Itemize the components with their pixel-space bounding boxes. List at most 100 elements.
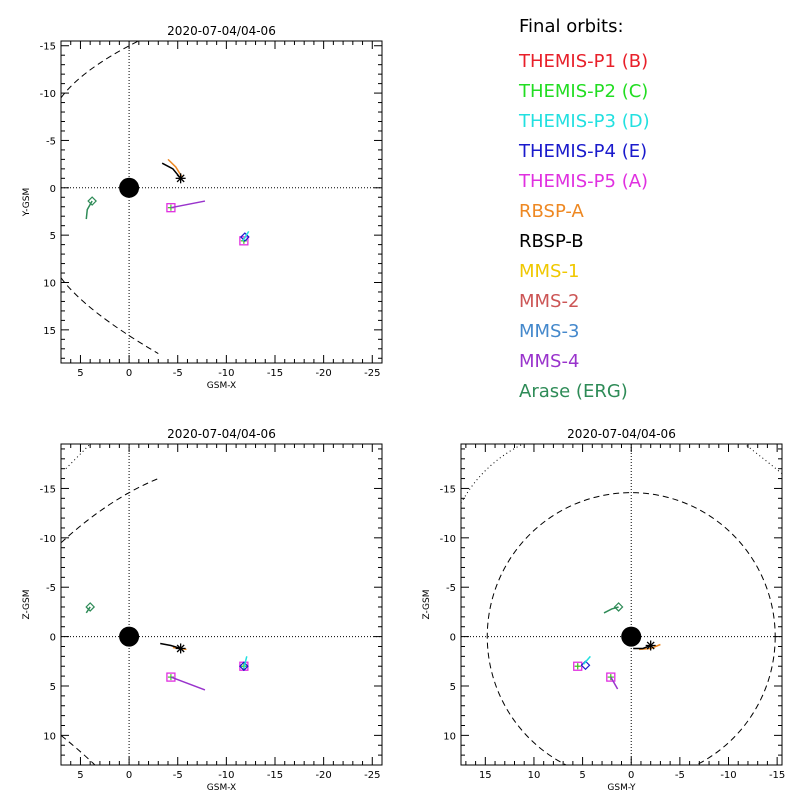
plot-frame <box>460 443 783 766</box>
chart-title: 2020-07-04/04-06 <box>567 427 676 441</box>
y-tick-label: 5 <box>50 231 56 242</box>
spacecraft-marker <box>166 672 176 682</box>
earth-marker <box>119 626 140 647</box>
x-tick-label: 0 <box>126 770 132 781</box>
y-axis-label: Z-GSM <box>422 589 432 619</box>
x-tick-label: -15 <box>769 770 785 781</box>
y-tick-label: -10 <box>440 534 456 545</box>
x-tick-label: -5 <box>173 770 183 781</box>
x-tick-label: -10 <box>720 770 736 781</box>
legend-entry: MMS-1 <box>519 261 580 282</box>
x-tick-label: -25 <box>364 368 380 379</box>
x-tick-label: 5 <box>77 770 83 781</box>
legend-entry: THEMIS-P3 (D) <box>519 111 650 132</box>
y-tick-label: -10 <box>40 534 56 545</box>
orbit-track <box>160 642 181 650</box>
spacecraft-marker <box>87 196 97 206</box>
x-tick-label: 10 <box>528 770 541 781</box>
orbit-track <box>633 644 651 650</box>
x-tick-label: -15 <box>267 770 283 781</box>
x-tick-label: -25 <box>364 770 380 781</box>
orbit-track <box>242 230 250 242</box>
earth-marker <box>621 626 642 647</box>
y-tick-label: -15 <box>40 484 56 495</box>
magnetopause-line <box>61 478 159 544</box>
y-tick-label: 10 <box>43 279 56 290</box>
plot-area <box>61 41 382 363</box>
spacecraft-marker <box>239 236 249 246</box>
y-tick-label: 0 <box>50 184 56 195</box>
orbit-track <box>170 200 206 209</box>
y-tick-label: 5 <box>450 682 456 693</box>
x-tick-label: -20 <box>315 368 331 379</box>
legend-entry: MMS-2 <box>519 291 580 312</box>
spacecraft-marker <box>239 661 249 672</box>
orbit-track <box>243 656 248 669</box>
x-tick-label: 5 <box>579 770 585 781</box>
spacecraft-marker <box>580 660 591 671</box>
spacecraft-marker <box>239 232 250 242</box>
spacecraft-marker <box>613 602 624 612</box>
y-tick-label: -15 <box>40 42 56 53</box>
orbit-track <box>85 200 93 220</box>
spacecraft-marker <box>176 644 185 653</box>
y-tick-label: 15 <box>43 326 56 337</box>
legend-entry: RBSP-A <box>519 201 584 222</box>
spacecraft-marker <box>646 641 655 650</box>
y-axis-label: Z-GSM <box>22 589 32 619</box>
plot-area <box>61 444 382 765</box>
orbit-track <box>582 655 591 665</box>
legend-entry: MMS-4 <box>519 351 580 372</box>
dotted-boundary <box>65 444 91 470</box>
x-tick-label: -5 <box>173 368 183 379</box>
y-tick-label: 0 <box>450 633 456 644</box>
y-tick-label: 5 <box>50 682 56 693</box>
spacecraft-marker <box>176 174 185 183</box>
legend-entry: THEMIS-P1 (B) <box>519 51 649 72</box>
y-tick-label: -5 <box>46 136 56 147</box>
plot-frame <box>60 443 383 766</box>
x-axis-label: GSM-X <box>207 381 236 391</box>
orbit-track <box>603 606 619 614</box>
magnetopause-line <box>61 277 159 354</box>
x-tick-label: -5 <box>675 770 685 781</box>
y-tick-label: -5 <box>446 583 456 594</box>
y-tick-label: 0 <box>50 633 56 644</box>
y-tick-label: 10 <box>43 731 56 742</box>
legend-entry: MMS-3 <box>519 321 580 342</box>
dotted-boundary <box>743 444 782 475</box>
x-tick-label: 5 <box>77 368 83 379</box>
legend-entry: RBSP-B <box>519 231 584 252</box>
spacecraft-marker <box>85 602 96 612</box>
orbit-track <box>170 676 206 691</box>
x-tick-label: -20 <box>315 770 331 781</box>
orbit-track <box>85 606 91 614</box>
orbit-track <box>610 676 619 690</box>
legend-entry: THEMIS-P5 (A) <box>519 171 649 192</box>
y-tick-label: -15 <box>440 484 456 495</box>
x-axis-label: GSM-Y <box>607 783 636 793</box>
y-axis-label: Y-GSM <box>22 188 32 217</box>
chart-title: 2020-07-04/04-06 <box>167 24 276 38</box>
y-tick-label: 10 <box>443 731 456 742</box>
spacecraft-marker <box>606 672 616 682</box>
x-tick-label: 0 <box>126 368 132 379</box>
legend-title: Final orbits: <box>519 16 624 37</box>
chart-title: 2020-07-04/04-06 <box>167 427 276 441</box>
x-tick-label: 15 <box>479 770 492 781</box>
legend-entry: Arase (ERG) <box>519 381 628 402</box>
legend-entry: THEMIS-P2 (C) <box>519 81 649 102</box>
plot-frame <box>60 40 383 364</box>
x-axis-label: GSM-X <box>207 783 236 793</box>
y-tick-label: -5 <box>46 583 56 594</box>
earth-marker <box>119 177 140 198</box>
spacecraft-marker <box>166 203 176 213</box>
x-tick-label: -15 <box>267 368 283 379</box>
y-tick-label: -10 <box>40 89 56 100</box>
legend-entry: THEMIS-P4 (E) <box>519 141 648 162</box>
magnetopause-line <box>61 734 96 765</box>
x-tick-label: 0 <box>628 770 634 781</box>
orbit-track <box>167 158 183 177</box>
plot-area <box>461 444 782 765</box>
